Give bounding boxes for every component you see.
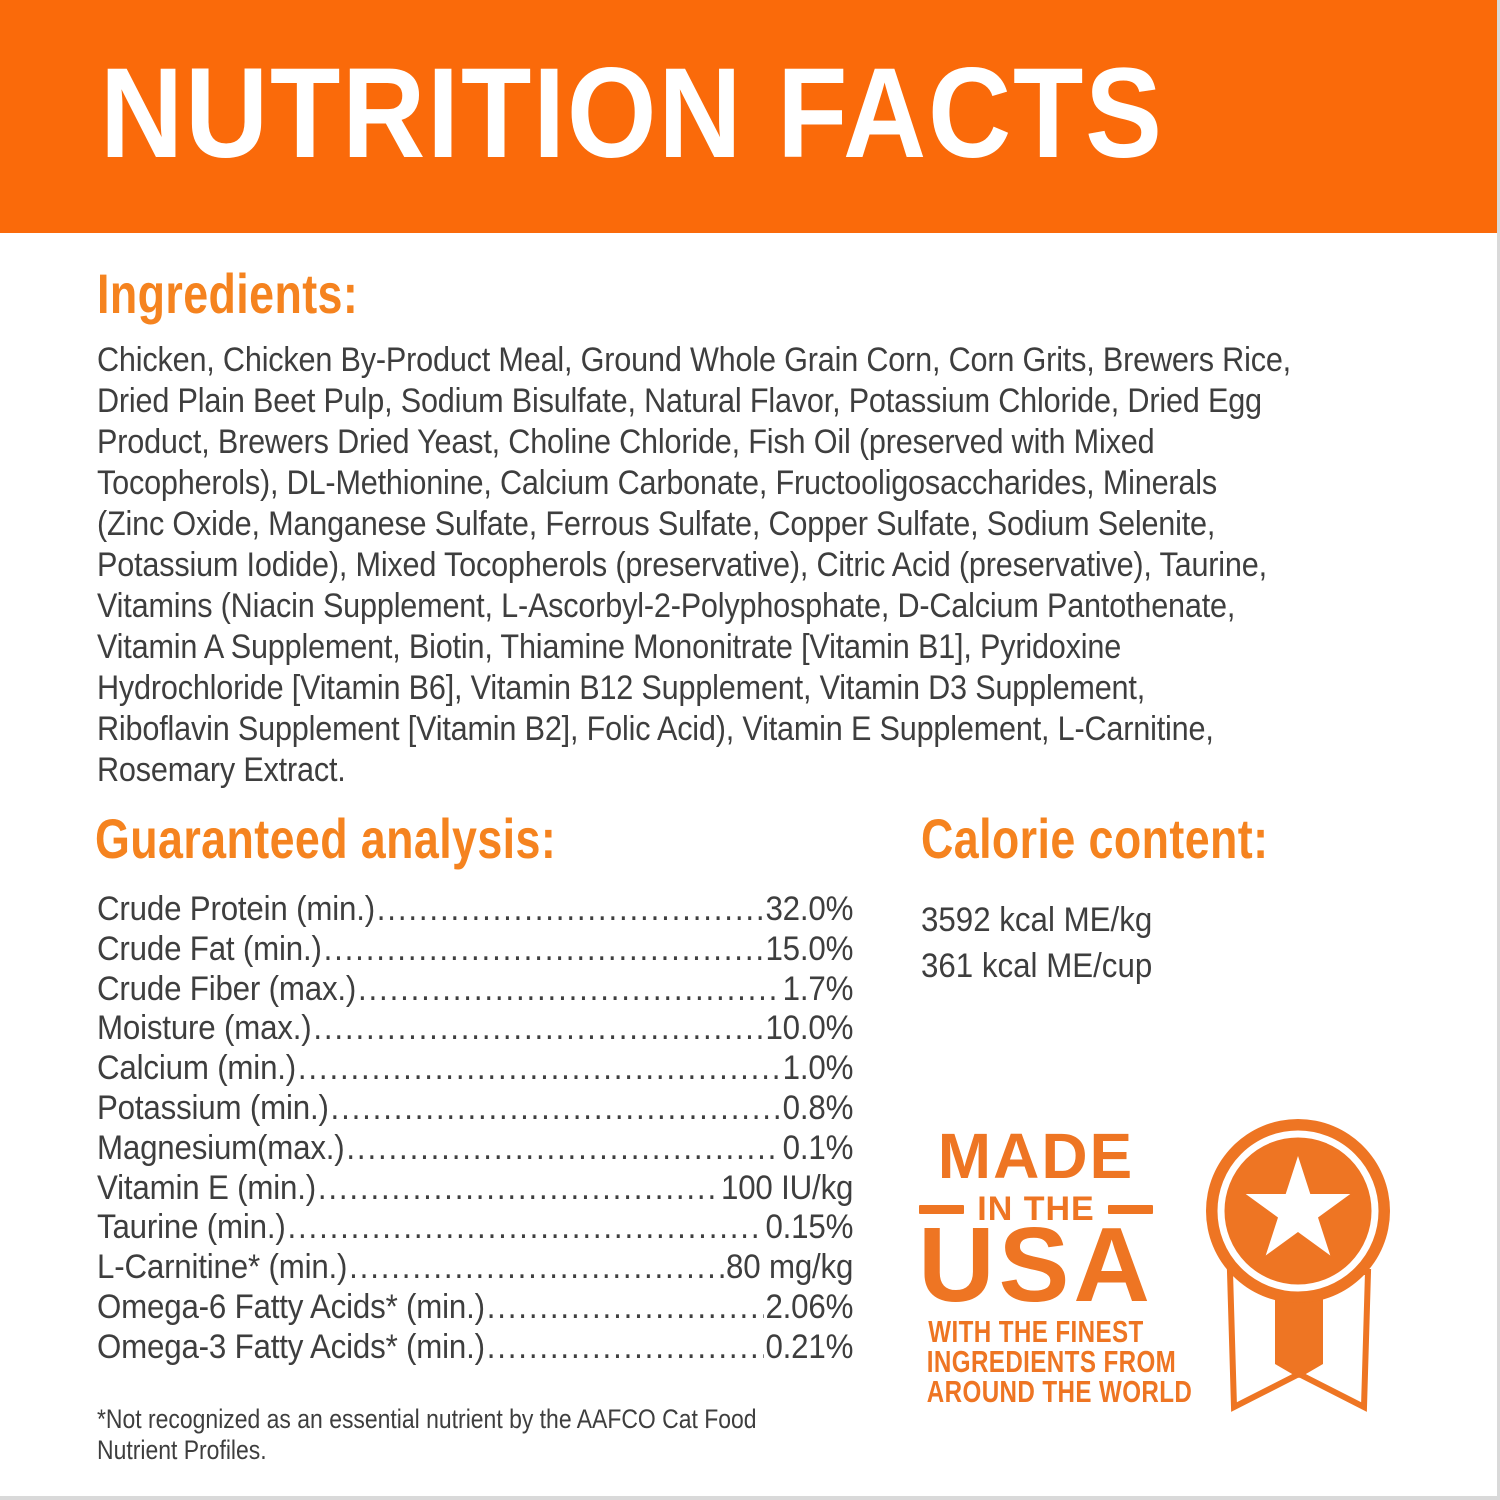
ingredients-line: Rosemary Extract. <box>97 751 346 789</box>
analysis-label: Calcium (min.) <box>97 1049 297 1088</box>
dot-leader <box>331 1089 781 1129</box>
dot-leader <box>358 970 781 1010</box>
in-the-text: IN THE <box>977 1190 1095 1228</box>
calorie-kg-value: 3592 kcal ME/kg <box>921 901 1153 939</box>
dot-leader <box>298 1049 781 1089</box>
analysis-label: L-Carnitine* (min.) <box>97 1248 348 1287</box>
analysis-value: 0.8% <box>782 1088 854 1127</box>
usa-text: USA <box>918 1206 1154 1324</box>
dot-leader <box>487 1288 764 1328</box>
analysis-value: 2.06% <box>765 1287 854 1326</box>
star-rosette-ribbon-icon <box>1206 1119 1390 1412</box>
tagline-line: AROUND THE WORLD <box>926 1374 1193 1409</box>
ingredients-line: Riboflavin Supplement [Vitamin B2], Foli… <box>97 710 1214 748</box>
analysis-label: Moisture (max.) <box>97 1009 312 1048</box>
analysis-value: 10.0% <box>765 1009 854 1048</box>
analysis-row: Calcium (min.) 1.0% <box>97 1049 853 1089</box>
analysis-value: 32.0% <box>765 890 854 928</box>
analysis-value: 0.1% <box>782 1128 854 1167</box>
tagline-line: INGREDIENTS FROM <box>926 1344 1177 1379</box>
analysis-label: Potassium (min.) <box>97 1088 329 1127</box>
ingredients-line: Vitamins (Niacin Supplement, L-Ascorbyl-… <box>97 587 1236 625</box>
medal-ring <box>1217 1130 1379 1292</box>
analysis-label: Crude Protein (min.) <box>97 890 375 928</box>
dot-leader <box>318 1169 719 1209</box>
analysis-row: Vitamin E (min.) 100 IU/kg <box>97 1169 853 1209</box>
aafco-footnote: *Not recognized as an essential nutrient… <box>97 1404 757 1465</box>
dot-leader <box>487 1328 764 1368</box>
analysis-row: Taurine (min.) 0.15% <box>97 1208 853 1248</box>
ingredients-paragraph: Chicken, Chicken By-Product Meal, Ground… <box>97 340 1411 791</box>
made-in-usa-block: MADE IN THE USA WITH THE FINEST INGREDIE… <box>896 1120 1193 1430</box>
analysis-value: 100 IU/kg <box>721 1168 854 1207</box>
dash-left <box>919 1204 965 1214</box>
ingredients-line: (Zinc Oxide, Manganese Sulfate, Ferrous … <box>97 505 1216 543</box>
ingredients-line: Product, Brewers Dried Yeast, Choline Ch… <box>97 423 1155 461</box>
analysis-value: 0.15% <box>765 1208 854 1247</box>
guaranteed-analysis-table: Crude Protein (min.) 32.0% Crude Fat (min… <box>97 890 853 1368</box>
analysis-row: Magnesium(max.) 0.1% <box>97 1129 853 1169</box>
analysis-row: Potassium (min.) 0.8% <box>97 1089 853 1129</box>
ingredients-line: Tocopherols), DL-Methionine, Calcium Car… <box>97 464 1218 502</box>
footnote-line: Nutrient Profiles. <box>97 1434 267 1465</box>
analysis-row: Omega-3 Fatty Acids* (min.) 0.21% <box>97 1328 853 1368</box>
dot-leader <box>287 1208 763 1248</box>
analysis-value: 1.0% <box>782 1049 854 1088</box>
page-title: NUTRITION FACTS <box>100 42 1164 185</box>
dash-right <box>1107 1204 1153 1214</box>
analysis-value: 80 mg/kg <box>726 1248 854 1287</box>
tagline-line: WITH THE FINEST <box>928 1314 1144 1349</box>
dot-leader <box>346 1129 780 1169</box>
ingredients-line: Chicken, Chicken By-Product Meal, Ground… <box>97 341 1292 379</box>
analysis-label: Taurine (min.) <box>97 1208 286 1247</box>
analysis-row: Crude Fiber (max.) 1.7% <box>97 970 853 1010</box>
ingredients-line: Vitamin A Supplement, Biotin, Thiamine M… <box>97 628 1122 666</box>
analysis-label: Crude Fiber (max.) <box>97 969 357 1008</box>
made-text: MADE <box>937 1120 1135 1192</box>
analysis-row: Moisture (max.) 10.0% <box>97 1009 853 1049</box>
analysis-label: Vitamin E (min.) <box>97 1168 316 1207</box>
dot-leader <box>377 890 764 930</box>
dot-leader <box>324 930 764 970</box>
ingredients-line: Dried Plain Beet Pulp, Sodium Bisulfate,… <box>97 382 1262 420</box>
medal-star <box>1245 1156 1351 1256</box>
analysis-row: L-Carnitine* (min.) 80 mg/kg <box>97 1248 853 1288</box>
calorie-content-values: 3592 kcal ME/kg 361 kcal ME/cup <box>921 898 1152 989</box>
dot-leader <box>313 1009 763 1049</box>
analysis-row: Crude Fat (min.) 15.0% <box>97 930 853 970</box>
analysis-label: Omega-3 Fatty Acids* (min.) <box>97 1327 485 1366</box>
analysis-label: Omega-6 Fatty Acids* (min.) <box>97 1287 485 1326</box>
analysis-label: Magnesium(max.) <box>97 1128 345 1167</box>
calorie-cup-value: 361 kcal ME/cup <box>921 946 1153 985</box>
analysis-row: Omega-6 Fatty Acids* (min.) 2.06% <box>97 1288 853 1328</box>
analysis-value: 0.21% <box>765 1327 854 1366</box>
analysis-value: 1.7% <box>782 969 854 1008</box>
guaranteed-analysis-heading: Guaranteed analysis: <box>95 807 557 870</box>
ingredients-line: Hydrochloride [Vitamin B6], Vitamin B12 … <box>97 669 1146 707</box>
analysis-row: Crude Protein (min.) 32.0% <box>97 890 853 930</box>
calorie-content-heading: Calorie content: <box>921 807 1269 870</box>
footnote-line: *Not recognized as an essential nutrient… <box>97 1404 757 1434</box>
ingredients-line: Potassium Iodide), Mixed Tocopherols (pr… <box>97 546 1267 584</box>
analysis-value: 15.0% <box>765 929 854 968</box>
analysis-label: Crude Fat (min.) <box>97 929 322 968</box>
header-banner: NUTRITION FACTS <box>0 0 1500 233</box>
in-the-row: IN THE <box>896 1192 1176 1226</box>
dot-leader <box>349 1248 724 1288</box>
ingredients-heading: Ingredients: <box>97 262 359 325</box>
